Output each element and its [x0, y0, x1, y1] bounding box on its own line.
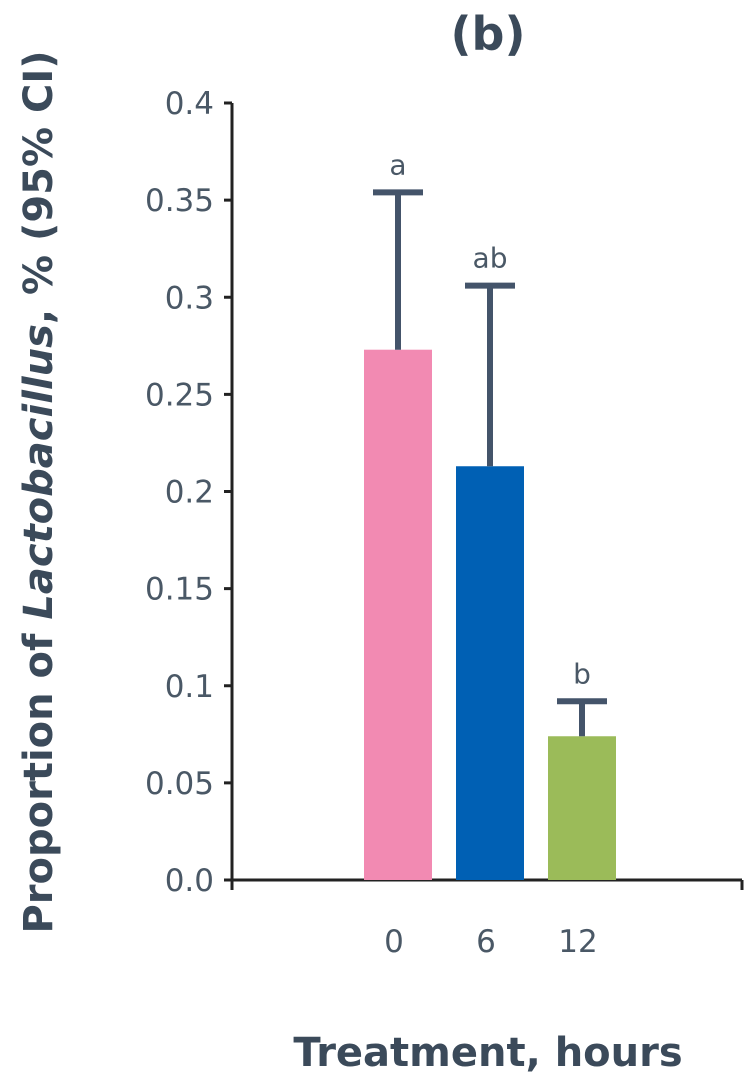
y-tick-label: 0.3	[165, 280, 214, 316]
y-tick-label: 0.15	[145, 572, 214, 608]
y-tick-label: 0.05	[145, 766, 214, 802]
y-tick-label: 0.4	[165, 86, 214, 122]
significance-label-12: b	[573, 657, 591, 690]
x-tick-label-12: 12	[558, 924, 597, 960]
x-axis-title: Treatment, hours	[293, 1030, 682, 1076]
significance-label-0: a	[389, 148, 406, 181]
y-tick-label: 0.35	[145, 183, 214, 219]
y-axis-title-italic: Lactobacillus	[16, 324, 62, 620]
bar-12	[548, 736, 616, 880]
y-tick-label: 0.2	[165, 475, 214, 511]
x-tick-labels-group: 0 6 12	[384, 924, 598, 960]
x-tick-label-6: 6	[476, 924, 496, 960]
x-tick-label-0: 0	[384, 924, 404, 960]
x-axis	[224, 878, 744, 890]
bar-0	[364, 349, 432, 880]
y-tick-label: 0.25	[145, 377, 214, 413]
y-tick-label: 0.1	[165, 669, 214, 705]
significance-labels-group: a ab b	[389, 148, 590, 690]
y-axis: 0.0 0.05 0.1 0.15 0.2 0.25 0.3 0.35 0.4	[145, 86, 234, 899]
significance-label-6: ab	[473, 242, 508, 275]
panel-label: (b)	[451, 7, 526, 61]
bar-6	[456, 466, 524, 880]
y-tick-label: 0.0	[165, 863, 214, 899]
bars-group	[364, 349, 616, 880]
y-axis-title: Proportion of Lactobacillus, % (95% CI)	[16, 50, 62, 933]
error-bars-group	[373, 189, 607, 737]
y-axis-title-prefix: Proportion of	[16, 620, 62, 934]
y-axis-title-suffix: , % (95% CI)	[16, 50, 62, 324]
